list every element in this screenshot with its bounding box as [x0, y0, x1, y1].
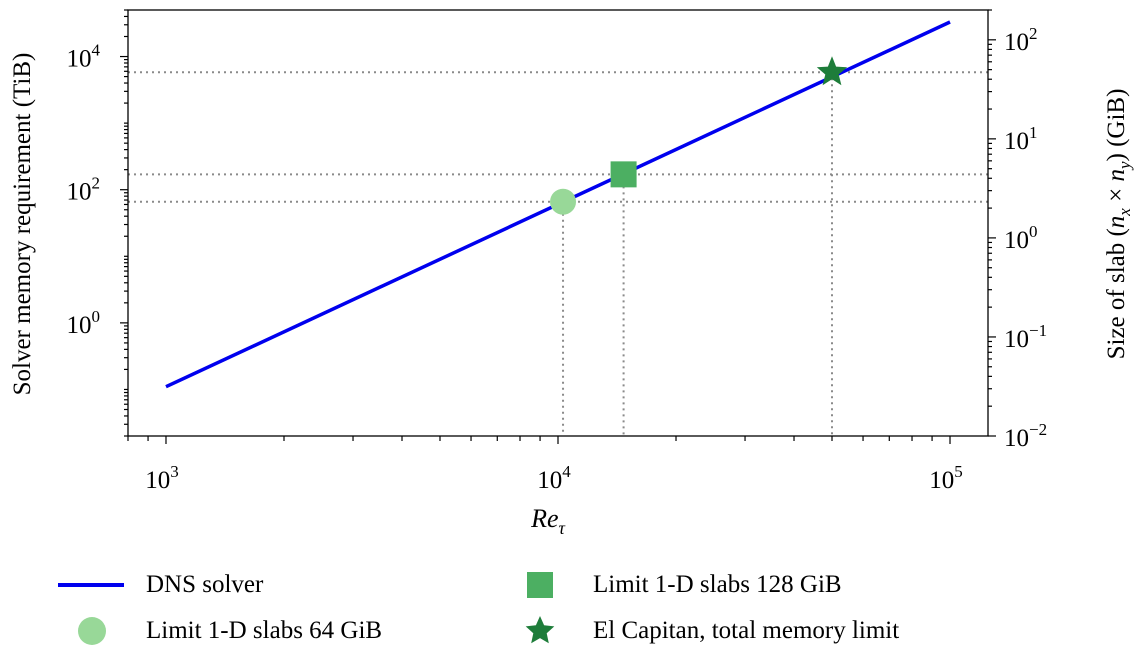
- y-left-tick-label: 104: [67, 41, 101, 73]
- legend-item-elcap: El Capitan, total memory limit: [505, 616, 899, 646]
- y-right-tick-label: 101: [1004, 123, 1038, 155]
- marker-circle-64gib: [550, 188, 577, 215]
- legend-circle-icon: [58, 616, 128, 646]
- plot-frame: [127, 9, 989, 437]
- marker-square-128gib: [610, 161, 637, 188]
- x-axis-ticks: 103 104 105: [127, 436, 963, 494]
- chart-svg: 103 104 105 100 102 104 10−2 10−1 100 101 102 Re…: [9, 9, 1134, 538]
- legend: DNS solver Limit 1-D slabs 64 GiB Limit …: [0, 560, 1144, 654]
- legend-square-icon: [505, 570, 575, 600]
- x-tick-label: 103: [145, 462, 179, 494]
- legend-label-dns: DNS solver: [146, 571, 264, 598]
- y-left-tick-label: 100: [67, 307, 101, 339]
- y-left-axis-ticks: 100 102 104: [67, 9, 128, 437]
- legend-item-dns: DNS solver: [58, 570, 263, 600]
- legend-star-icon: [505, 616, 575, 646]
- y-right-tick-label: 10−1: [1004, 321, 1047, 353]
- x-tick-label: 105: [929, 462, 963, 494]
- y-right-axis-label: Size of slab (nx × ny) (GiB): [1103, 89, 1134, 360]
- y-right-tick-label: 10−2: [1004, 420, 1047, 452]
- y-right-axis-ticks: 10−2 10−1 100 101 102: [988, 9, 1047, 452]
- legend-line-icon: [58, 570, 128, 600]
- markers-group: [550, 56, 848, 215]
- x-axis-label: Reτ: [530, 504, 565, 538]
- x-tick-label: 104: [537, 462, 571, 494]
- legend-label-slab128: Limit 1-D slabs 128 GiB: [593, 571, 842, 598]
- legend-item-slab128: Limit 1-D slabs 128 GiB: [505, 570, 842, 600]
- marker-star-el-capitan: [816, 56, 848, 86]
- y-right-tick-label: 102: [1004, 24, 1038, 56]
- y-left-axis-label: Solver memory requirement (TiB): [9, 53, 36, 396]
- x-axis-label-sub: τ: [558, 518, 565, 538]
- y-right-tick-label: 100: [1004, 222, 1038, 254]
- guide-lines: [128, 71, 988, 436]
- y-left-tick-label: 102: [67, 174, 101, 206]
- legend-label-elcap: El Capitan, total memory limit: [593, 617, 900, 644]
- legend-label-slab64: Limit 1-D slabs 64 GiB: [146, 617, 383, 644]
- legend-item-slab64: Limit 1-D slabs 64 GiB: [58, 616, 382, 646]
